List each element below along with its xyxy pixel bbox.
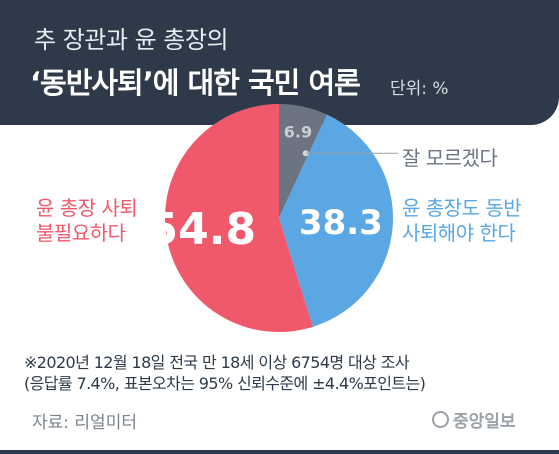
logo-circle-icon [432,411,449,428]
survey-note-line1: ※2020년 12월 18일 전국 만 18세 이상 6754명 대상 조사 [24,353,410,372]
legend-left: 윤 총장 사퇴 불필요하다 [36,196,138,246]
legend-left-line2: 불필요하다 [36,221,126,245]
legend-right: 윤 총장도 동반 사퇴해야 한다 [402,196,522,246]
source-label: 자료: 리얼미터 [32,413,137,433]
survey-note-line2: (응답률 7.4%, 표본오차는 95% 신뢰수준에 ±4.4%포인트는) [24,374,426,393]
value-label-no-resign-needed: 54.8 [148,204,257,255]
page-title: ‘동반사퇴’에 대한 국민 여론 [30,66,361,100]
value-label-both-resign: 38.3 [299,203,383,243]
unit-label: 단위: % [390,79,449,99]
legend-right-line2: 사퇴해야 한다 [402,221,516,245]
publisher-logo: 중앙일보 [432,407,516,432]
slice-dont-know [279,104,327,218]
value-label-dont-know: 6.9 [284,123,312,142]
logo-text: 중앙일보 [453,412,516,432]
legend-dont-know: 잘 모르겠다 [402,146,498,170]
slice-both-resign [279,114,394,327]
header: 추 장관과 윤 총장의 ‘동반사퇴’에 대한 국민 여론 단위: % [0,0,559,125]
slice-no-resign-needed [165,104,313,332]
title-line1: 추 장관과 윤 총장의 [34,26,229,54]
legend-left-line1: 윤 총장 사퇴 [36,196,138,220]
legend-right-line1: 윤 총장도 동반 [402,196,522,220]
survey-note: ※2020년 12월 18일 전국 만 18세 이상 6754명 대상 조사 (… [24,352,426,394]
